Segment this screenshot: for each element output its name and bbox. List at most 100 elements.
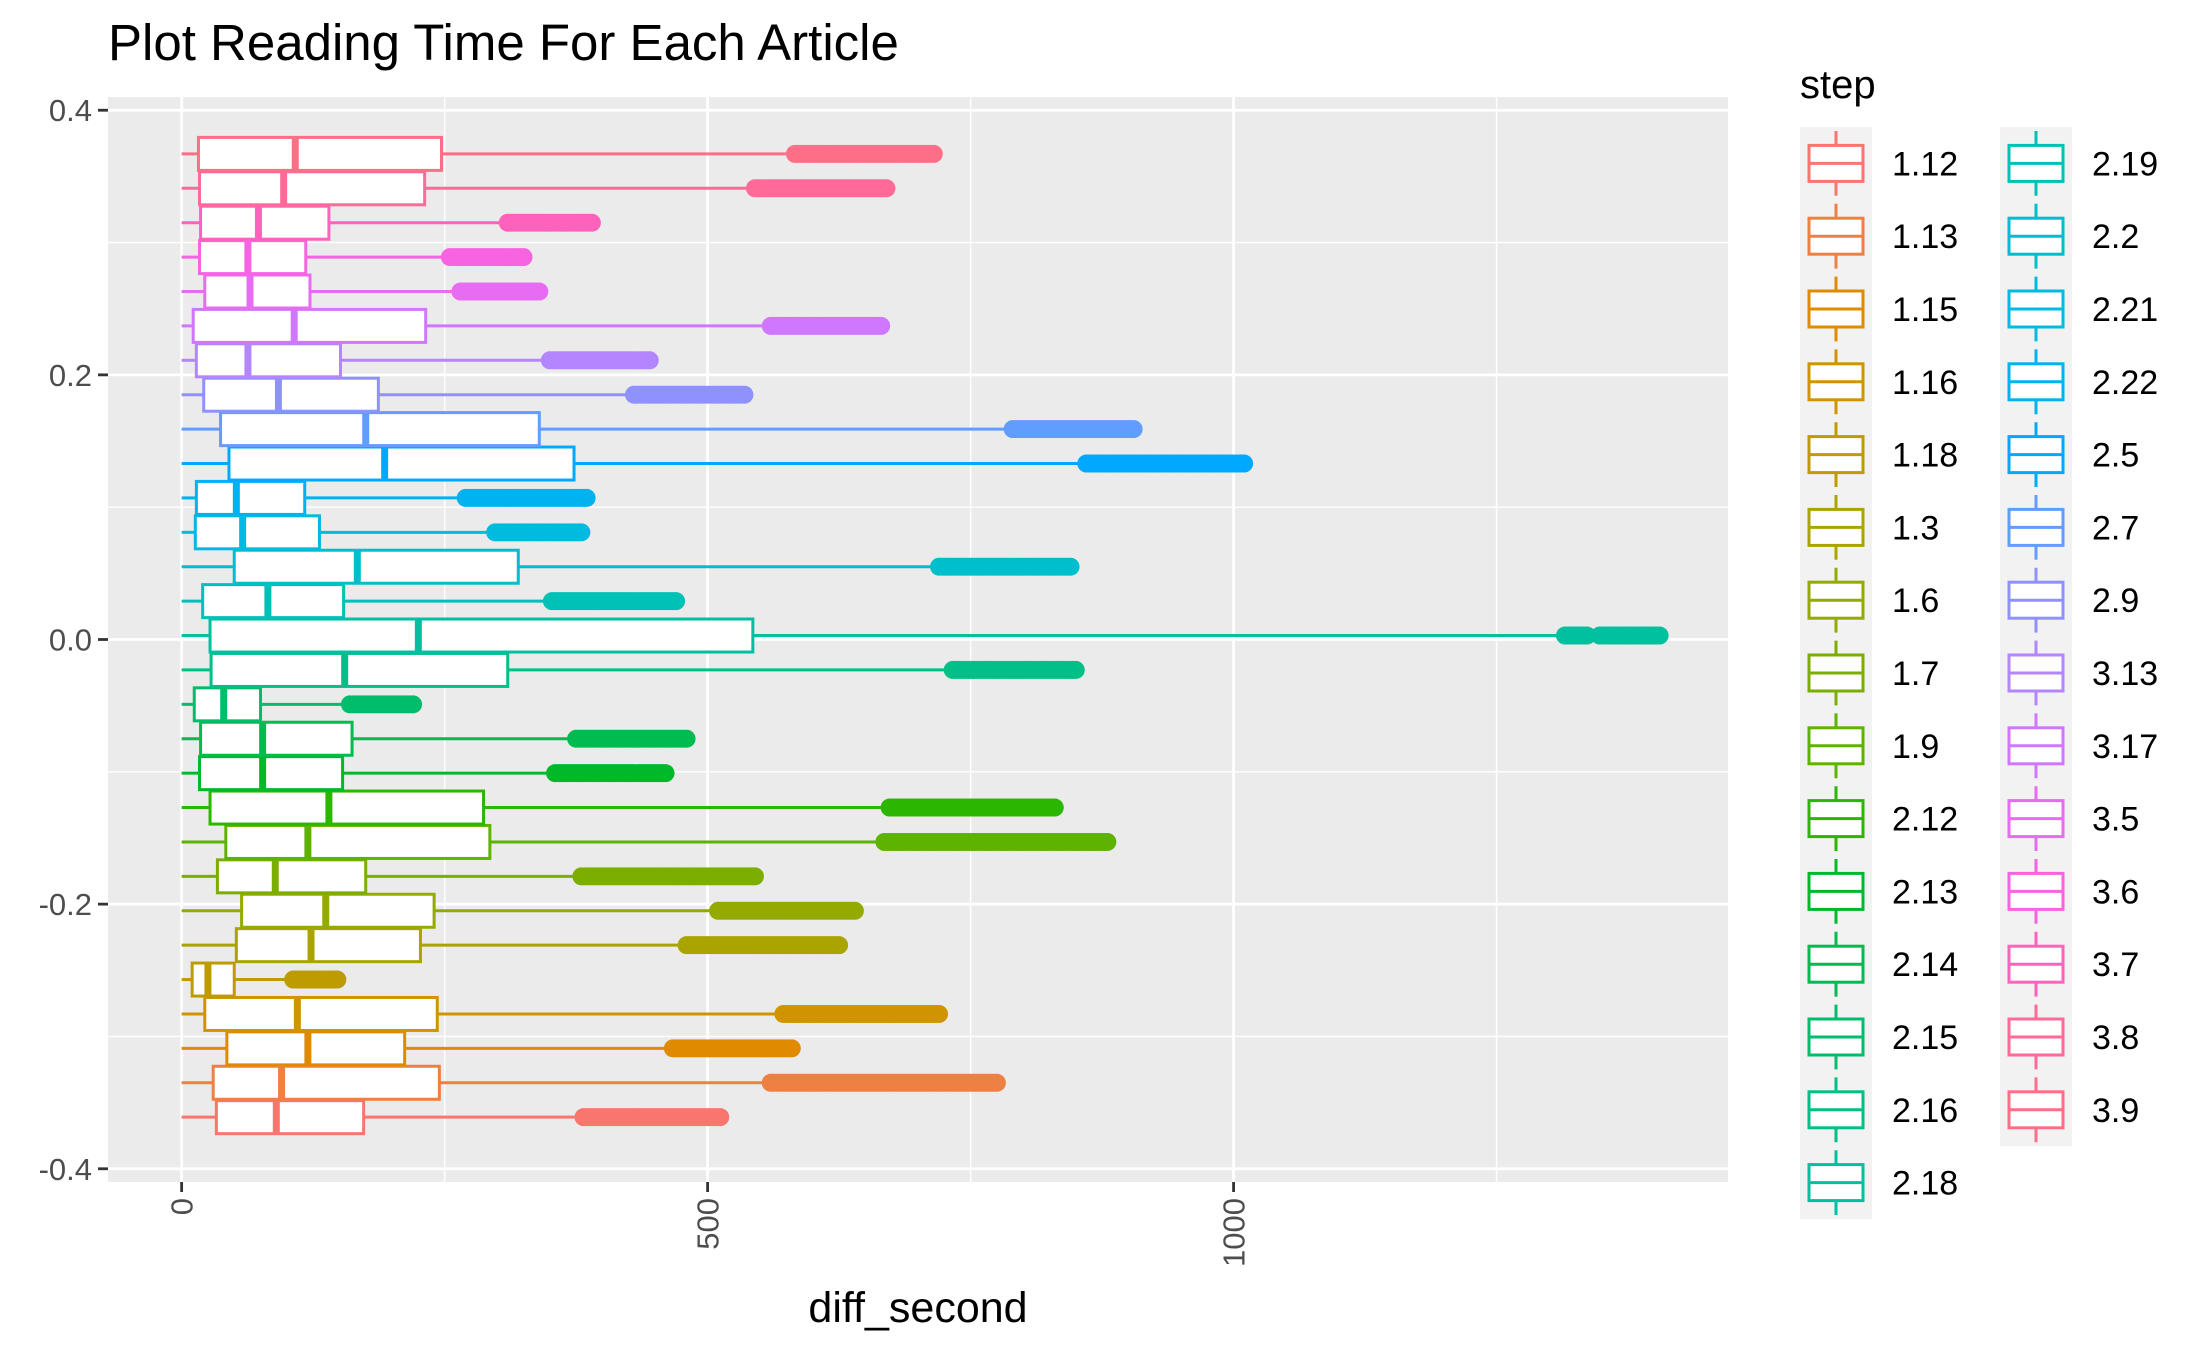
outlier-point <box>1066 660 1085 679</box>
box-iqr <box>219 411 541 448</box>
boxplot-step-1.12 <box>181 1099 730 1136</box>
box-iqr <box>232 548 520 585</box>
boxplot-step-2.15 <box>181 686 423 723</box>
outlier-point <box>514 248 533 267</box>
legend-item-3.9: 3.9 <box>2007 1077 2139 1143</box>
legend-label: 1.7 <box>1892 655 1939 693</box>
legend-item-2.22: 2.22 <box>2007 349 2158 415</box>
outlier-point <box>667 592 686 611</box>
legend-label: 2.12 <box>1892 801 1958 839</box>
outlier-point <box>930 1004 949 1023</box>
legend-item-2.21: 2.21 <box>2007 276 2158 342</box>
boxplot-step-1.6 <box>181 892 864 929</box>
legend-label: 2.18 <box>1892 1165 1958 1203</box>
legend-label: 2.13 <box>1892 873 1958 911</box>
box-iqr <box>196 135 443 172</box>
legend-label: 2.21 <box>2092 291 2158 329</box>
x-tick-label: 0 <box>165 1198 200 1215</box>
boxplot-step-2.14 <box>181 720 696 757</box>
x-tick-label: 500 <box>691 1198 726 1250</box>
legend-label: 1.15 <box>1892 291 1958 329</box>
legend-item-1.9: 1.9 <box>1807 713 1939 779</box>
chart-title: Plot Reading Time For Each Article <box>108 14 899 71</box>
legend-item-3.5: 3.5 <box>2007 786 2139 851</box>
box-iqr <box>199 204 331 241</box>
legend-item-2.18: 2.18 <box>1807 1150 1958 1215</box>
outlier-point <box>830 936 849 955</box>
outlier-point <box>845 901 864 920</box>
boxplot-step-3.9 <box>181 135 943 172</box>
legend-item-1.15: 1.15 <box>1807 276 1958 342</box>
legend-label: 2.7 <box>2092 509 2139 547</box>
outlier-point <box>711 1108 730 1127</box>
legend-item-1.18: 1.18 <box>1807 422 1958 487</box>
boxplot-step-2.12 <box>181 789 1064 826</box>
legend-label: 1.6 <box>1892 582 1939 620</box>
box-iqr <box>194 342 342 379</box>
legend-label: 2.2 <box>2092 218 2139 256</box>
outlier-point <box>1578 626 1597 645</box>
legend-label: 2.5 <box>2092 437 2139 475</box>
boxplot-step-3.13 <box>181 342 659 379</box>
box-iqr <box>198 239 308 276</box>
box-iqr <box>192 686 263 723</box>
box-iqr <box>208 617 755 654</box>
outlier-point <box>530 282 549 301</box>
boxplot-step-2.18 <box>181 617 1669 654</box>
box-iqr <box>198 755 345 792</box>
legend-item-1.16: 1.16 <box>1807 349 1958 415</box>
box-iqr <box>209 651 510 688</box>
legend-item-1.13: 1.13 <box>1807 203 1958 269</box>
legend-label: 1.16 <box>1892 364 1958 402</box>
box-iqr <box>203 273 312 310</box>
box-iqr <box>227 445 576 482</box>
legend-item-2.7: 2.7 <box>2007 495 2139 560</box>
box-iqr <box>201 583 346 620</box>
box-iqr <box>208 789 486 826</box>
legend-label: 1.3 <box>1892 509 1939 547</box>
x-tick-label: 1000 <box>1217 1198 1252 1267</box>
box-iqr <box>191 307 428 344</box>
y-tick-label: 0.4 <box>49 93 92 128</box>
outlier-point <box>1650 626 1669 645</box>
legend-item-1.3: 1.3 <box>1807 495 1939 560</box>
box-iqr <box>225 1030 407 1067</box>
legend-item-1.12: 1.12 <box>1807 131 1958 196</box>
boxplot-step-3.7 <box>181 204 601 241</box>
box-iqr <box>202 376 380 413</box>
legend-item-2.13: 2.13 <box>1807 859 1958 924</box>
legend-item-3.6: 3.6 <box>2007 859 2139 924</box>
boxplot-step-1.3 <box>181 927 849 964</box>
y-axis: 0.4 0.2 0.0 -0.2 -0.4 <box>39 93 108 1187</box>
legend-label: 3.13 <box>2092 655 2158 693</box>
outlier-point <box>640 351 659 370</box>
legend-label: 2.16 <box>1892 1092 1958 1130</box>
outlier-point <box>677 729 696 748</box>
boxplot-step-2.22 <box>181 479 596 516</box>
legend-label: 2.15 <box>1892 1019 1958 1057</box>
outlier-point <box>404 695 423 714</box>
legend-label: 1.9 <box>1892 728 1939 766</box>
y-tick-label: 0.2 <box>49 358 92 393</box>
legend-item-1.7: 1.7 <box>1807 640 1939 706</box>
legend-label: 1.12 <box>1892 145 1958 183</box>
legend-item-2.16: 2.16 <box>1807 1077 1958 1143</box>
y-tick-label: -0.4 <box>39 1152 92 1187</box>
boxplot-step-2.16 <box>181 651 1085 688</box>
outlier-point <box>1045 798 1064 817</box>
outlier-point <box>877 179 896 198</box>
outlier-point <box>1098 832 1117 851</box>
boxplots <box>181 135 1669 1136</box>
boxplot-step-1.18 <box>181 961 347 998</box>
legend-item-3.17: 3.17 <box>2007 713 2158 779</box>
outlier-point <box>572 523 591 542</box>
boxplot-step-3.5 <box>181 273 549 310</box>
outlier-point <box>782 1039 801 1058</box>
legend-label: 2.22 <box>2092 364 2158 402</box>
box-iqr <box>193 514 321 551</box>
boxplot-step-1.16 <box>181 995 949 1032</box>
y-tick-label: 0.0 <box>49 623 92 658</box>
box-iqr <box>214 1099 366 1136</box>
boxplot-step-1.15 <box>181 1030 801 1067</box>
